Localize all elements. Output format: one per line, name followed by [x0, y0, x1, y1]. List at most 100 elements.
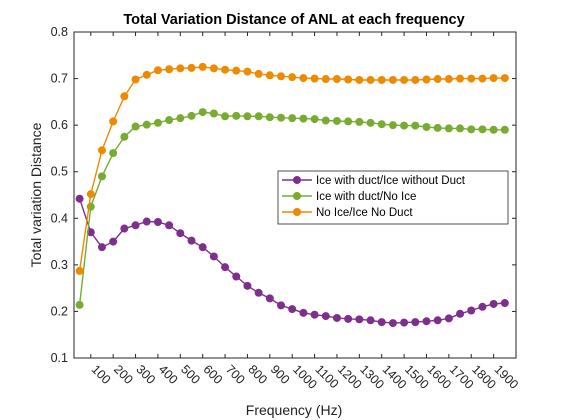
data-point [490, 74, 498, 82]
y-tick-label: 0.6 [51, 118, 68, 132]
data-point [501, 126, 509, 134]
data-point [501, 74, 509, 82]
data-point [367, 76, 375, 84]
data-point [311, 115, 319, 123]
data-point [322, 312, 330, 320]
data-point [311, 311, 319, 319]
data-point [277, 114, 285, 122]
data-point [120, 133, 128, 141]
data-point [199, 108, 207, 116]
data-point [277, 301, 285, 309]
data-point [333, 75, 341, 83]
data-point [299, 309, 307, 317]
data-point [311, 75, 319, 83]
data-point [456, 124, 464, 132]
data-point [165, 221, 173, 229]
data-point [355, 315, 363, 323]
data-point [187, 112, 195, 120]
y-tick-label: 0.1 [51, 351, 68, 365]
data-point [176, 64, 184, 72]
data-point [109, 149, 117, 157]
data-point [132, 76, 140, 84]
data-point [199, 243, 207, 251]
data-point [232, 273, 240, 281]
legend-marker [293, 192, 301, 200]
x-axis-label: Frequency (Hz) [246, 402, 342, 418]
data-point [367, 119, 375, 127]
data-point [478, 75, 486, 83]
data-point [333, 117, 341, 125]
y-tick-label: 0.8 [51, 25, 68, 39]
data-point [299, 115, 307, 123]
data-point [210, 252, 218, 260]
data-point [378, 318, 386, 326]
data-point [378, 76, 386, 84]
data-point [243, 68, 251, 76]
data-point [87, 190, 95, 198]
data-point [445, 75, 453, 83]
data-point [243, 282, 251, 290]
legend: Ice with duct/Ice without Duct Ice with d… [278, 171, 508, 224]
data-point [98, 243, 106, 251]
data-point [411, 76, 419, 84]
data-point [400, 76, 408, 84]
chart-title: Total Variation Distance of ANL at each … [123, 12, 464, 28]
data-point [187, 237, 195, 245]
data-point [187, 64, 195, 72]
data-point [411, 122, 419, 130]
data-point [165, 116, 173, 124]
legend-label: No Ice/Ice No Duct [316, 207, 413, 219]
data-point [199, 63, 207, 71]
data-point [232, 67, 240, 75]
data-point [456, 75, 464, 83]
data-point [76, 267, 84, 275]
data-point [355, 76, 363, 84]
data-point [176, 229, 184, 237]
data-point [98, 146, 106, 154]
data-point [434, 75, 442, 83]
data-point [255, 112, 263, 120]
data-point [299, 74, 307, 82]
legend-marker [293, 176, 301, 184]
legend-label: Ice with duct/No Ice [316, 191, 416, 203]
data-point [434, 124, 442, 132]
y-tick-label: 0.4 [51, 211, 68, 225]
y-tick-label: 0.2 [51, 304, 68, 318]
data-point [266, 294, 274, 302]
data-point [490, 126, 498, 134]
data-point [76, 301, 84, 309]
data-point [467, 306, 475, 314]
data-point [322, 116, 330, 124]
data-point [120, 92, 128, 100]
data-point [288, 305, 296, 313]
data-point [478, 303, 486, 311]
data-point [221, 66, 229, 74]
data-point [344, 315, 352, 323]
data-point [288, 114, 296, 122]
data-point [154, 119, 162, 127]
data-point [176, 114, 184, 122]
data-point [221, 263, 229, 271]
data-point [355, 118, 363, 126]
data-point [378, 120, 386, 128]
data-point [132, 221, 140, 229]
data-point [344, 117, 352, 125]
data-point [255, 70, 263, 78]
data-point [143, 218, 151, 226]
data-point [243, 112, 251, 120]
data-point [76, 195, 84, 203]
data-point [109, 238, 117, 246]
data-point [434, 316, 442, 324]
data-point [400, 319, 408, 327]
data-point [411, 318, 419, 326]
data-point [467, 75, 475, 83]
data-point [266, 71, 274, 79]
data-point [445, 124, 453, 132]
data-point [277, 72, 285, 80]
data-point [456, 310, 464, 318]
data-point [422, 123, 430, 131]
data-point [467, 125, 475, 133]
data-point [422, 76, 430, 84]
data-point [165, 65, 173, 73]
